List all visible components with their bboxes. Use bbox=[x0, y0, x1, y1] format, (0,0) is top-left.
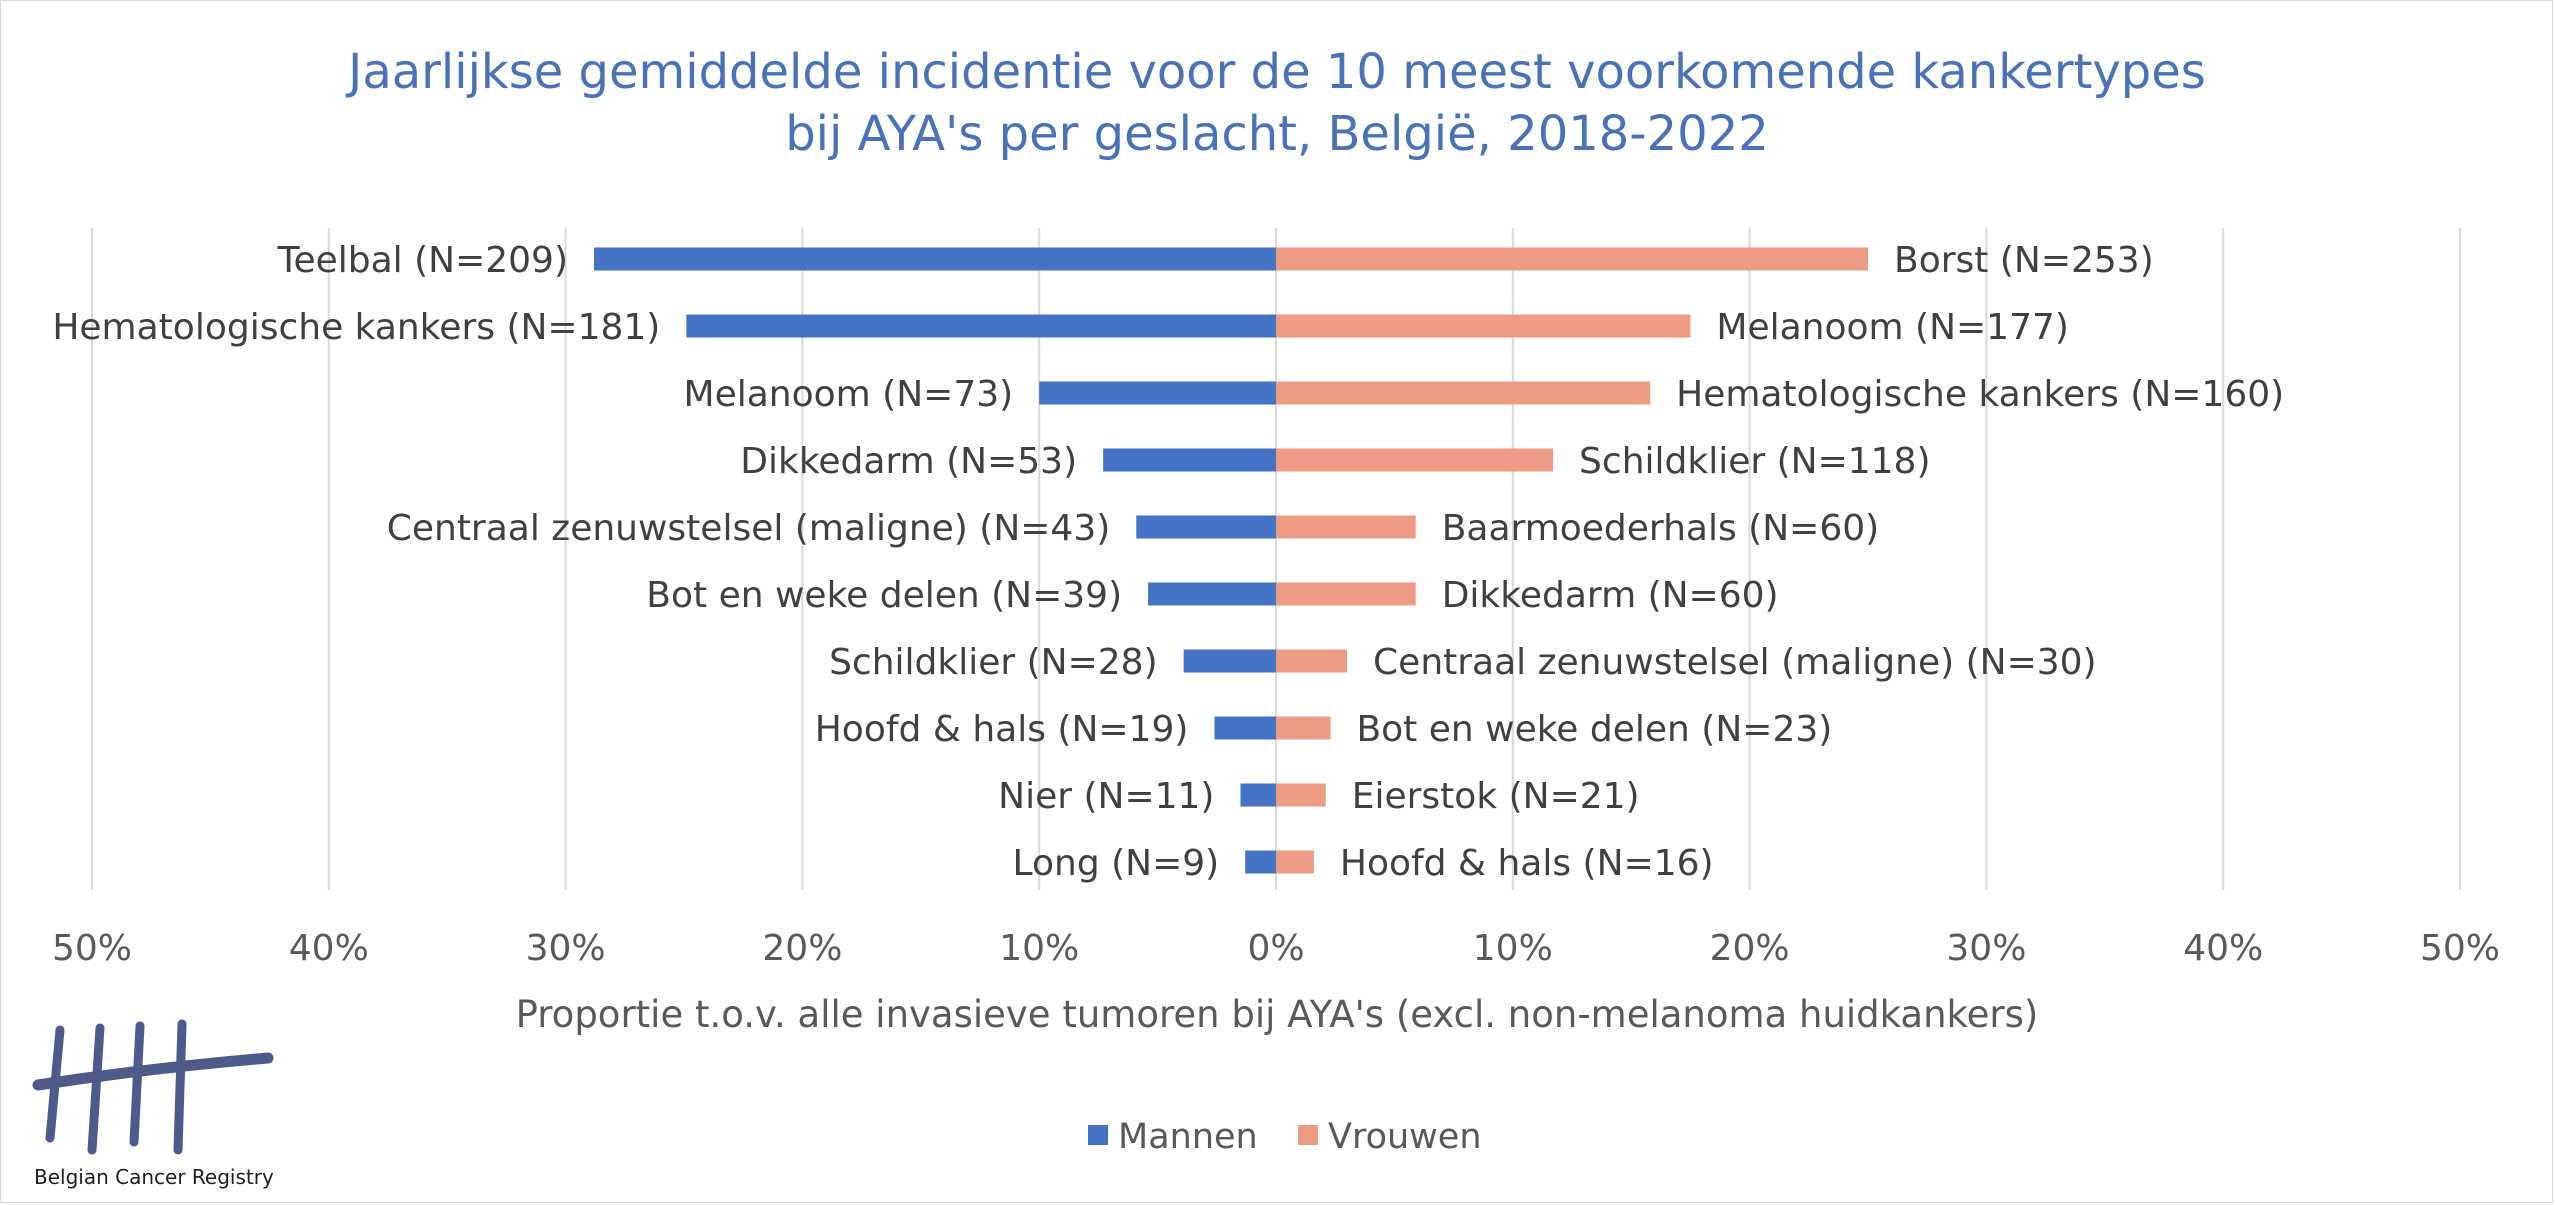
category-label-mannen: Bot en weke delen (N=39) bbox=[646, 575, 1122, 616]
bar-mannen bbox=[1240, 783, 1276, 807]
bar-mannen bbox=[1148, 582, 1276, 606]
bar-vrouwen bbox=[1276, 381, 1651, 405]
bar-mannen bbox=[686, 314, 1276, 338]
category-label-vrouwen: Baarmoederhals (N=60) bbox=[1442, 508, 1879, 549]
bars bbox=[594, 247, 1868, 874]
bar-mannen bbox=[1039, 381, 1276, 405]
x-axis-tick-labels: 50% 40% 30% 20% 10% 0% 10% 20% 30% 40% 50% bbox=[52, 928, 2500, 969]
chart-title-line-2: bij AYA's per geslacht, België, 2018-202… bbox=[785, 106, 1769, 162]
category-label-mannen: Schildklier (N=28) bbox=[829, 642, 1158, 683]
category-label-vrouwen: Eierstok (N=21) bbox=[1352, 776, 1640, 817]
category-label-vrouwen: Centraal zenuwstelsel (maligne) (N=30) bbox=[1373, 642, 2097, 683]
x-tick-label: 50% bbox=[2420, 928, 2500, 969]
bar-mannen bbox=[1136, 515, 1276, 539]
bar-vrouwen bbox=[1276, 448, 1554, 472]
bar-mannen bbox=[1245, 850, 1276, 874]
x-tick-label: 30% bbox=[526, 928, 606, 969]
tally-marks-logo-icon bbox=[32, 1019, 274, 1155]
chart-title-line-1: Jaarlijkse gemiddelde incidentie voor de… bbox=[345, 44, 2206, 100]
bar-vrouwen bbox=[1276, 850, 1314, 874]
legend-label-vrouwen: Vrouwen bbox=[1328, 1117, 1482, 1157]
category-label-vrouwen: Hoofd & hals (N=16) bbox=[1340, 843, 1714, 884]
bar-vrouwen bbox=[1276, 649, 1348, 673]
x-axis-title: Proportie t.o.v. alle invasieve tumoren … bbox=[516, 993, 2039, 1036]
category-label-mannen: Teelbal (N=209) bbox=[277, 240, 568, 281]
x-tick-label: 10% bbox=[1473, 928, 1553, 969]
gridlines bbox=[91, 228, 2461, 890]
x-tick-label: 0% bbox=[1247, 928, 1304, 969]
chart-title: Jaarlijkse gemiddelde incidentie voor de… bbox=[345, 44, 2206, 162]
legend-label-mannen: Mannen bbox=[1118, 1117, 1258, 1157]
category-label-mannen: Melanoom (N=73) bbox=[684, 374, 1014, 415]
x-tick-label: 30% bbox=[1946, 928, 2026, 969]
bar-vrouwen bbox=[1276, 247, 1868, 271]
category-label-mannen: Nier (N=11) bbox=[998, 776, 1214, 817]
category-labels: Teelbal (N=209) Hematologische kankers (N… bbox=[52, 240, 2284, 884]
logo-text: Belgian Cancer Registry bbox=[34, 1165, 274, 1189]
x-tick-label: 50% bbox=[52, 928, 132, 969]
category-label-vrouwen: Hematologische kankers (N=160) bbox=[1676, 374, 2284, 415]
x-tick-label: 10% bbox=[999, 928, 1079, 969]
x-tick-label: 20% bbox=[1710, 928, 1790, 969]
x-tick-label: 40% bbox=[2183, 928, 2263, 969]
category-label-mannen: Hematologische kankers (N=181) bbox=[52, 307, 660, 348]
category-label-vrouwen: Melanoom (N=177) bbox=[1716, 307, 2069, 348]
x-tick-label: 20% bbox=[762, 928, 842, 969]
category-label-mannen: Centraal zenuwstelsel (maligne) (N=43) bbox=[387, 508, 1111, 549]
bar-vrouwen bbox=[1276, 314, 1691, 338]
category-label-vrouwen: Schildklier (N=118) bbox=[1579, 441, 1930, 482]
legend-swatch-vrouwen bbox=[1298, 1125, 1318, 1145]
x-tick-label: 40% bbox=[289, 928, 369, 969]
category-label-vrouwen: Dikkedarm (N=60) bbox=[1442, 575, 1779, 616]
legend-swatch-mannen bbox=[1088, 1125, 1108, 1145]
category-label-mannen: Hoofd & hals (N=19) bbox=[815, 709, 1189, 750]
bar-vrouwen bbox=[1276, 783, 1326, 807]
belgian-cancer-registry-logo: Belgian Cancer Registry bbox=[32, 1019, 274, 1189]
category-label-vrouwen: Bot en weke delen (N=23) bbox=[1356, 709, 1832, 750]
bar-vrouwen bbox=[1276, 716, 1331, 740]
bar-vrouwen bbox=[1276, 582, 1416, 606]
bar-vrouwen bbox=[1276, 515, 1416, 539]
bar-mannen bbox=[1183, 649, 1276, 673]
bar-mannen bbox=[1214, 716, 1276, 740]
category-label-vrouwen: Borst (N=253) bbox=[1894, 240, 2154, 281]
category-label-mannen: Long (N=9) bbox=[1013, 843, 1220, 884]
bar-mannen bbox=[594, 247, 1276, 271]
category-label-mannen: Dikkedarm (N=53) bbox=[740, 441, 1077, 482]
legend: Mannen Vrouwen bbox=[1088, 1117, 1482, 1157]
bar-mannen bbox=[1103, 448, 1276, 472]
